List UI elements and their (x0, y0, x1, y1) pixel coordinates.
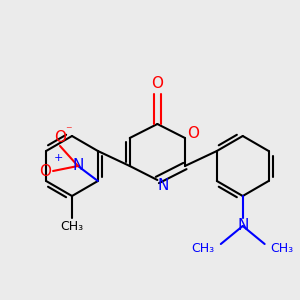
Text: O: O (152, 76, 164, 92)
Text: N: N (237, 218, 248, 233)
Text: +: + (53, 153, 63, 163)
Text: CH₃: CH₃ (60, 220, 84, 232)
Text: N: N (158, 178, 169, 194)
Text: ⁻: ⁻ (65, 124, 71, 137)
Text: O: O (54, 130, 66, 146)
Text: O: O (39, 164, 51, 178)
Text: N: N (72, 158, 84, 173)
Text: CH₃: CH₃ (271, 242, 294, 254)
Text: CH₃: CH₃ (192, 242, 215, 254)
Text: O: O (187, 125, 199, 140)
